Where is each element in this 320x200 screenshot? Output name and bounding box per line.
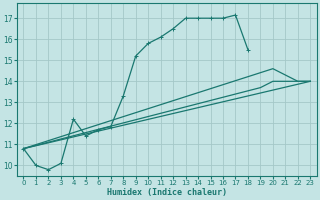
X-axis label: Humidex (Indice chaleur): Humidex (Indice chaleur): [107, 188, 227, 197]
